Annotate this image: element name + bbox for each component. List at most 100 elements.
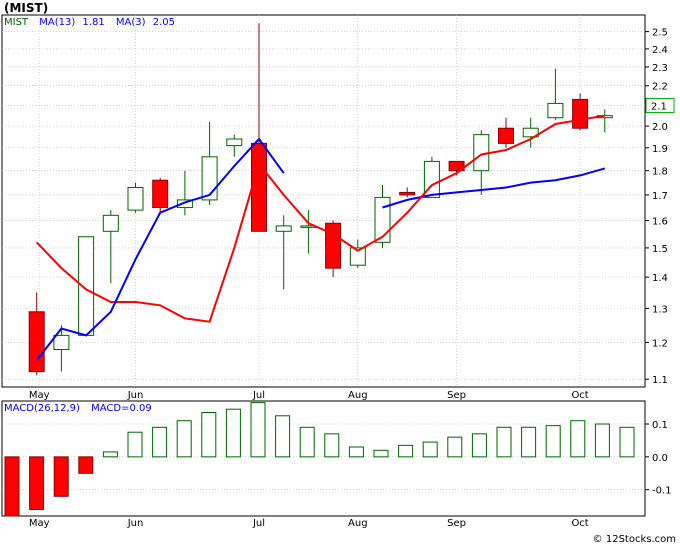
candle-body [325, 222, 342, 269]
candle-body [498, 127, 514, 144]
macd-bar [348, 446, 364, 458]
macd-bar [521, 426, 537, 458]
price-tick-label: 2.2 [652, 82, 668, 93]
macd-bar [250, 402, 266, 458]
ma3-legend-value: 2.05 [153, 17, 175, 28]
price-month-label: Oct [571, 390, 588, 401]
macd-axis-labels: -0.1 0.0 0.1 [645, 420, 672, 497]
candle-body [275, 225, 292, 232]
macd-gridlines [2, 423, 645, 491]
ma13-legend-value: 1.81 [82, 17, 104, 28]
candle-body [176, 199, 193, 209]
price-month-label: Sep [447, 390, 466, 401]
ma13-legend-label: MA(13) [39, 17, 75, 28]
macd-month-label: Jul [252, 518, 265, 529]
macd-bar [545, 425, 561, 458]
candle-body [226, 138, 243, 147]
macd-month-label: Oct [571, 518, 588, 529]
ma3-legend-label: MA(3) [116, 17, 146, 28]
macd-month-label: May [29, 518, 50, 529]
ma-line-2 [35, 137, 285, 362]
candlesticks [28, 23, 613, 376]
macd-bar [422, 441, 438, 458]
candle-body [349, 247, 366, 266]
macd-bar [127, 431, 143, 458]
macd-bar [29, 456, 45, 510]
macd-bar [201, 412, 217, 458]
price-tick-label: 1.4 [652, 273, 668, 284]
legend-symbol: MIST [4, 17, 29, 28]
price-month-label: Jun [127, 390, 144, 401]
price-gridlines [2, 31, 645, 380]
ma-line-1 [35, 114, 605, 323]
price-month-label: May [29, 390, 50, 401]
price-tick-label: 2.3 [652, 63, 668, 74]
macd-bar [225, 408, 241, 458]
macd-bar [176, 420, 192, 458]
macd-bar [275, 415, 291, 458]
macd-bar [152, 426, 168, 458]
price-month-labels: May Jun Jul Aug Sep Oct [29, 390, 589, 401]
price-panel-frame [1, 14, 646, 388]
macd-tick-label: 0.0 [652, 453, 668, 464]
candle-body [547, 102, 564, 119]
macd-legend: MACD(26,12,9) MACD=0.09 [4, 403, 152, 414]
macd-bar [619, 426, 635, 458]
ticker-title: (MIST) [4, 1, 48, 15]
candle-body [152, 179, 169, 209]
macd-bar [594, 423, 610, 458]
macd-bar [496, 426, 512, 458]
price-tick-label: 1.3 [652, 304, 668, 315]
candle-body [102, 214, 119, 232]
macd-legend-value: MACD=0.09 [91, 403, 152, 414]
macd-bar [78, 456, 94, 474]
macd-month-label: Aug [348, 518, 368, 529]
macd-month-labels: May Jun Jul Aug Sep Oct [29, 518, 589, 529]
price-tick-label: 2.5 [652, 28, 668, 39]
macd-bar [102, 451, 118, 458]
macd-bar [447, 436, 463, 458]
price-month-label: Aug [348, 390, 368, 401]
candle-body [53, 334, 70, 351]
candle-body [399, 191, 416, 196]
macd-bar [570, 420, 586, 458]
price-tick-label: 1.5 [652, 244, 668, 255]
price-tick-label: 1.6 [652, 217, 668, 228]
price-tick-label: 2.4 [652, 45, 668, 56]
macd-month-label: Sep [447, 518, 466, 529]
last-price-label: 2.1 [651, 101, 667, 112]
candle-body [28, 311, 45, 373]
candle-body [572, 98, 589, 129]
watermark: © 12Stocks.com [593, 534, 676, 545]
candle-body [522, 127, 539, 138]
price-tick-label: 2.0 [652, 122, 668, 133]
candle-body [374, 196, 391, 243]
price-axis-labels: 1.1 1.2 1.3 1.4 1.5 1.6 1.7 1.8 1.9 2.0 2.1 2.2 2.3 2… [645, 28, 668, 386]
macd-bar [471, 433, 487, 458]
macd-bar [373, 449, 389, 458]
ma-line-0 [382, 167, 606, 209]
price-tick-label: 1.1 [652, 375, 668, 386]
price-tick-label: 1.2 [652, 338, 668, 349]
macd-histogram [4, 402, 635, 517]
price-tick-label: 1.7 [652, 191, 668, 202]
candle-body [251, 142, 267, 232]
macd-tick-label: 0.1 [652, 420, 668, 431]
moving-average-lines [35, 114, 606, 362]
macd-panel-frame [1, 400, 646, 517]
candle-body [448, 160, 465, 172]
candle-body [127, 186, 144, 211]
last-price-marker: 2.1 [645, 97, 675, 113]
macd-month-label: Jun [127, 518, 144, 529]
macd-legend-label: MACD(26,12,9) [4, 403, 80, 414]
price-tick-label: 1.8 [652, 167, 668, 178]
macd-tick-label: -0.1 [652, 486, 672, 497]
ma-legend: MIST MA(13) 1.81 MA(3) 2.05 [4, 17, 175, 28]
macd-bar [398, 444, 414, 458]
macd-bar [4, 456, 20, 517]
price-tick-label: 1.9 [652, 144, 668, 155]
macd-bar [324, 433, 340, 458]
macd-bar [299, 426, 315, 458]
